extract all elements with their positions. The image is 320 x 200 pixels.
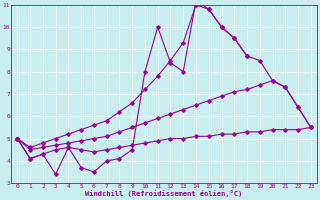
X-axis label: Windchill (Refroidissement éolien,°C): Windchill (Refroidissement éolien,°C)	[85, 190, 243, 197]
